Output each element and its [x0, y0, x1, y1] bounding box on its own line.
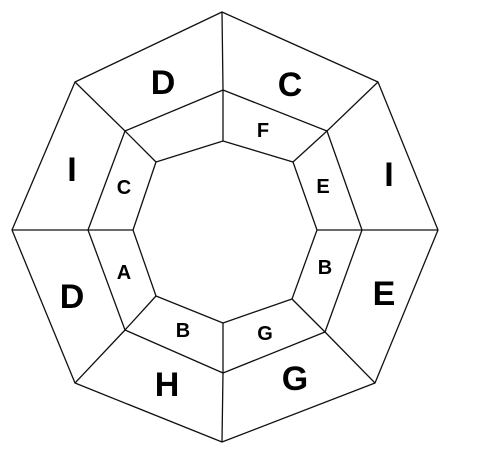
inner-spoke-top-right — [292, 130, 328, 163]
outer-cell-label: H — [155, 366, 180, 404]
spoke-bottom-right — [324, 331, 376, 384]
inner-cell-label: C — [117, 177, 131, 199]
inner-nonagon — [132, 140, 318, 324]
inner-spoke-top-left — [124, 130, 157, 163]
outer-cell-label: E — [373, 275, 396, 313]
spoke-top-right — [326, 81, 379, 132]
outer-cell-label: G — [282, 360, 308, 398]
inner-cell-label: A — [117, 262, 131, 284]
outer-cell-label: D — [151, 64, 176, 102]
spoke-bottom — [221, 372, 224, 443]
spoke-top — [221, 11, 224, 91]
outer-octagon — [11, 11, 439, 443]
inner-spoke-bottom-left — [124, 295, 157, 331]
inner-cell-label: B — [318, 257, 332, 279]
inner-cell-label: G — [257, 323, 273, 345]
spoke-bottom-left — [74, 329, 126, 384]
outer-cell-label: C — [278, 66, 303, 104]
outer-cell-label: I — [67, 151, 76, 189]
middle-octagon — [87, 89, 363, 374]
outer-cell-label: I — [384, 156, 393, 194]
outer-cell-label: D — [60, 278, 85, 316]
inner-cell-label: F — [257, 120, 269, 142]
inner-cell-label: E — [316, 176, 329, 198]
inner-cell-label: B — [176, 320, 190, 342]
spoke-top-left — [74, 81, 126, 132]
inner-spoke-bottom-right — [291, 298, 326, 333]
